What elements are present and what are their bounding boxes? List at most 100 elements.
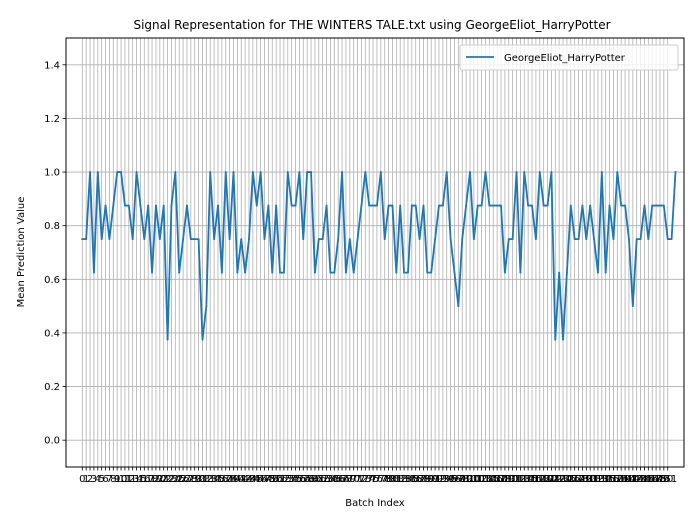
x-tick-label: 19 <box>150 474 163 485</box>
data-point <box>465 204 468 207</box>
x-tick-label: 36 <box>215 474 228 485</box>
data-point <box>399 204 402 207</box>
data-point <box>93 271 95 274</box>
data-point <box>503 271 506 274</box>
y-tick-label: 1.2 <box>44 114 60 125</box>
x-tick-label: 48 <box>262 474 275 485</box>
data-point <box>655 204 657 207</box>
data-point <box>430 271 433 274</box>
data-point <box>131 238 134 240</box>
data-point <box>445 171 448 173</box>
data-point <box>585 238 588 240</box>
data-point <box>600 171 603 173</box>
data-point <box>279 271 281 274</box>
data-point <box>356 238 359 240</box>
data-point <box>523 171 526 173</box>
data-point <box>476 204 479 207</box>
x-tick-label: 38 <box>223 474 236 485</box>
data-point <box>597 271 599 274</box>
data-point <box>108 238 111 240</box>
x-tick-label: 5 <box>98 474 104 485</box>
x-tick-label: 114 <box>515 474 534 485</box>
data-point <box>581 204 584 207</box>
data-point <box>573 238 576 240</box>
x-tick-label: 39 <box>227 474 240 485</box>
data-point <box>170 204 173 207</box>
data-point <box>209 171 212 173</box>
data-point <box>387 204 390 207</box>
x-tick-label: 50 <box>270 474 283 485</box>
plot-frame <box>65 37 685 468</box>
data-point <box>484 171 487 173</box>
x-tick-label: 139 <box>612 474 631 485</box>
x-tick-label: 135 <box>596 474 615 485</box>
x-tick-label: 82 <box>394 474 407 485</box>
data-point <box>205 305 208 308</box>
data-point <box>507 238 510 240</box>
x-tick-label: 100 <box>460 474 479 485</box>
x-tick-label: 62 <box>316 474 329 485</box>
plot-area <box>66 38 684 467</box>
x-tick-label: 16 <box>138 474 151 485</box>
x-axis-label: Batch Index <box>345 498 405 509</box>
data-point <box>620 204 623 207</box>
x-tick-label: 84 <box>402 474 415 485</box>
data-point <box>372 204 374 207</box>
x-tick-label: 132 <box>585 474 604 485</box>
data-point <box>267 204 270 207</box>
x-tick-label: 137 <box>604 474 623 485</box>
x-tick-label: 143 <box>627 474 646 485</box>
x-tick-label: 145 <box>635 474 654 485</box>
data-point <box>589 204 592 207</box>
x-tick-label: 68 <box>340 474 353 485</box>
data-point <box>96 171 99 173</box>
x-tick-label: 140 <box>616 474 635 485</box>
data-point <box>542 204 545 207</box>
data-point <box>251 171 254 173</box>
y-tick-label: 0.2 <box>44 382 60 393</box>
x-tick-label: 9 <box>114 474 120 485</box>
x-tick-label: 125 <box>557 474 576 485</box>
y-tick-label: 1.0 <box>44 168 60 179</box>
x-tick-label: 37 <box>219 474 232 485</box>
data-point <box>531 204 533 207</box>
x-tick-label: 43 <box>243 474 256 485</box>
x-tick-label: 115 <box>519 474 538 485</box>
data-point <box>255 204 258 207</box>
x-tick-label: 111 <box>503 474 522 485</box>
data-point <box>562 338 564 341</box>
x-tick-label: 4 <box>95 474 101 485</box>
data-point <box>666 238 669 240</box>
x-tick-label: 6 <box>102 474 108 485</box>
x-tick-label: 56 <box>293 474 306 485</box>
x-tick-label: 96 <box>448 474 461 485</box>
data-point <box>155 204 157 207</box>
data-point <box>89 171 91 173</box>
x-tick-label: 98 <box>456 474 469 485</box>
x-tick-label: 55 <box>289 474 302 485</box>
data-point <box>593 238 595 240</box>
data-point <box>472 238 475 240</box>
data-point <box>569 204 572 207</box>
data-point <box>461 238 464 240</box>
x-tick-label: 128 <box>569 474 588 485</box>
x-tick-label: 29 <box>188 474 201 485</box>
x-tick-label: 71 <box>351 474 364 485</box>
data-point <box>496 204 499 207</box>
x-tick-label: 47 <box>258 474 271 485</box>
x-tick-label: 127 <box>565 474 584 485</box>
data-point <box>631 305 634 308</box>
x-tick-label: 124 <box>553 474 572 485</box>
x-tick-label: 60 <box>309 474 322 485</box>
x-tick-label: 3 <box>91 474 97 485</box>
x-tick-label: 81 <box>390 474 403 485</box>
x-tick-label: 11 <box>119 474 132 485</box>
x-tick-label: 32 <box>200 474 213 485</box>
data-point <box>546 204 549 207</box>
x-tick-label: 133 <box>588 474 607 485</box>
data-point <box>275 204 278 207</box>
x-tick-label: 144 <box>631 474 650 485</box>
x-tick-label: 75 <box>367 474 380 485</box>
y-tick-label: 0.8 <box>44 221 60 232</box>
data-point <box>403 271 405 274</box>
